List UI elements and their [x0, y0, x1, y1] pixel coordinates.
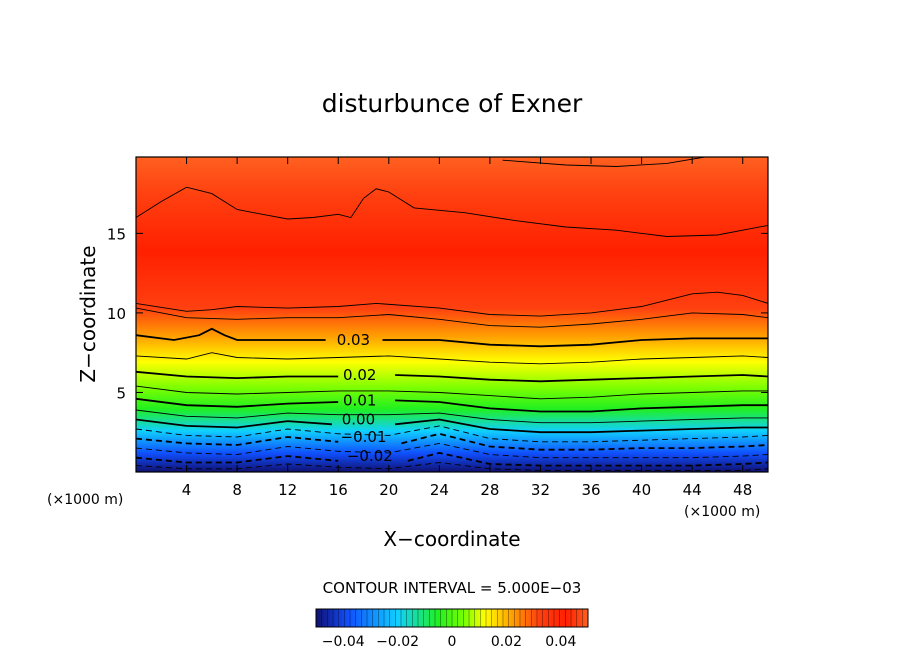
x-tick-label: 40	[632, 481, 651, 499]
plot-area: 0.03 0.02 0.01 0.00−0.01−0.02	[135, 156, 769, 473]
colorbar-ticks: −0.04 −0.02 0 0.02 0.04	[322, 634, 577, 650]
x-tick-label: 32	[531, 481, 550, 499]
contour-label: 0.00	[342, 411, 375, 429]
x-tick-label: 4	[182, 481, 192, 499]
colorbar-tick-label: 0	[448, 634, 457, 650]
x-axis: 4 8 12 16 20 24 28 32 36 40 44 48	[182, 157, 752, 499]
contour-line	[136, 385, 768, 400]
y-axis-label: Z−coordinate	[76, 245, 100, 382]
x-tick-label: 8	[232, 481, 242, 499]
colorbar-stripes	[321, 609, 583, 627]
colorbar-tick-label: −0.02	[376, 634, 419, 650]
x-unit-right: (×1000 m)	[684, 504, 760, 520]
colorbar: −0.04 −0.02 0 0.02 0.04	[315, 608, 589, 650]
contour-line	[136, 307, 768, 328]
x-tick-label: 12	[278, 481, 297, 499]
colorbar-frame	[315, 608, 589, 628]
y-tick-label: 5	[116, 384, 126, 402]
contour-line	[382, 337, 768, 348]
contour-interval-text: CONTOUR INTERVAL = 5.000E−03	[323, 579, 582, 597]
contour-line	[136, 455, 339, 464]
x-axis-label: X−coordinate	[383, 527, 520, 551]
contour-labels: 0.03 0.02 0.01 0.00−0.01−0.02	[337, 331, 393, 465]
contour-label: 0.02	[343, 366, 376, 384]
contour-label: 0.01	[343, 391, 376, 409]
colorbar-tick-label: 0.02	[491, 634, 522, 650]
contour-line	[136, 397, 339, 408]
x-tick-label: 16	[329, 481, 348, 499]
x-tick-label: 28	[480, 481, 499, 499]
contour-line	[136, 442, 768, 459]
contour-line	[395, 399, 768, 413]
field-fill	[136, 157, 768, 472]
contour-line	[136, 291, 768, 317]
contour-line	[401, 432, 768, 451]
contour-line	[136, 352, 768, 365]
contour-line	[136, 409, 768, 424]
x-unit-left: (×1000 m)	[47, 492, 123, 508]
x-tick-label: 44	[683, 481, 702, 499]
chart-title: disturbunce of Exner	[322, 89, 583, 118]
contour-line	[395, 418, 768, 434]
x-tick-label: 24	[430, 481, 449, 499]
contour-line	[136, 186, 768, 237]
x-tick-label: 36	[581, 481, 600, 499]
contour-label: 0.03	[337, 331, 370, 349]
plot-frame	[135, 156, 769, 473]
colorbar-tick-label: 0.04	[545, 634, 576, 650]
contour-label: −0.01	[341, 428, 387, 446]
x-tick-label: 48	[733, 481, 752, 499]
contour-line	[395, 374, 768, 383]
contour-line	[136, 370, 339, 380]
y-tick-label: 15	[107, 225, 126, 243]
contour-line	[136, 425, 768, 443]
y-axis: 5 10 15	[107, 225, 768, 402]
contour-line	[136, 327, 326, 341]
contour-line	[136, 418, 332, 429]
colorbar-tick-label: −0.04	[322, 634, 365, 650]
contour-label: −0.02	[347, 447, 393, 465]
contour-line	[502, 157, 705, 167]
x-tick-label: 20	[379, 481, 398, 499]
contour-line	[136, 436, 339, 446]
y-tick-label: 10	[107, 305, 126, 323]
